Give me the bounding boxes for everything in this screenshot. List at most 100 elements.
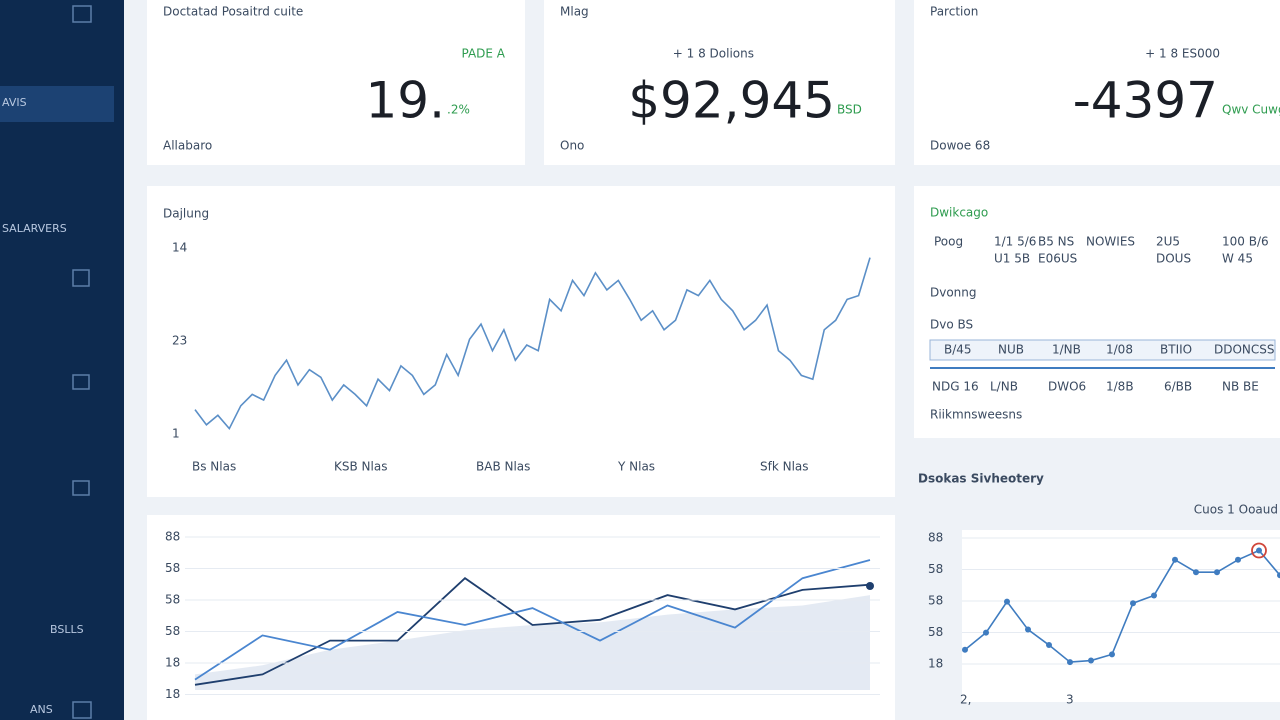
marker [983,629,989,636]
table-header: 100 B/6 [1222,235,1269,249]
strip-label: 1/08 [1106,343,1133,357]
table-cell: 1/8B [1106,380,1134,394]
kpi-title: Parction [930,5,978,19]
y-tick-label: 88 [928,531,943,545]
strip-label: DDONCSS [1214,343,1275,357]
y-tick-label: 58 [928,594,943,608]
table-cell: 6/BB [1164,380,1192,394]
end-dot [866,582,874,590]
line [194,577,871,686]
kpi-label: Allabaro [163,139,212,153]
marker [1088,657,1094,664]
y-tick-label: 88 [165,530,180,544]
kpi-value: -4397 [1073,72,1218,130]
chart-card [962,530,1280,702]
kpi-label: Ono [560,139,584,153]
icon [72,480,90,496]
line [194,257,871,431]
kpi-unit: Qwv Cuwg [1222,103,1280,117]
kpi-unit: BSD [837,103,862,117]
strip-label: BTIIO [1160,343,1192,357]
marker [1193,569,1199,576]
x-tick-label: 2, [960,693,971,707]
table-header: Poog [934,235,963,249]
kpi-unit: .2% [447,103,470,117]
marker [1025,626,1031,633]
x-tick-label: BAB Nlas [476,460,530,474]
table-cell: NDG 16 [932,380,979,394]
kpi-label: Dowoe 68 [930,139,990,153]
table-cell: U1 5B [994,252,1030,266]
chart-title: Dsokas Sivheotery [918,472,1044,486]
table-header: 1/1 5/6 [994,235,1036,249]
kpi-delta: PADE A [461,47,505,61]
y-tick-label: 18 [928,657,943,671]
nav-item[interactable]: AVIS [2,96,27,109]
strip-label: B/45 [944,343,972,357]
kpi-value: 19. [365,72,445,130]
marker [1214,569,1220,576]
kpi-card [544,0,895,165]
marker [1235,556,1241,563]
table-cell: NB BE [1222,380,1259,394]
table-cell: W 45 [1222,252,1253,266]
nav-item[interactable]: BSLLS [50,623,84,636]
icon [72,269,90,287]
x-tick-label: Sfk Nlas [760,460,809,474]
icon [72,5,92,23]
strip-label: NUB [998,343,1024,357]
chart-card [147,186,895,497]
table-header: 2U5 [1156,235,1180,249]
table-cell: E06US [1038,252,1077,266]
marker [1046,642,1052,649]
section: Dvo BS [930,318,973,332]
strip [929,339,1276,361]
y-tick-label: 58 [928,625,943,639]
panel-title: Dwikcago [930,206,988,220]
marker [1172,556,1178,563]
nav-item[interactable]: ANS [30,703,53,716]
line [964,549,1280,663]
nav-item[interactable]: SALARVERS [2,222,67,235]
highlight [1251,542,1267,559]
marker [1067,659,1073,666]
marker [1109,651,1115,658]
marker [1130,600,1136,607]
table-header: B5 NS [1038,235,1074,249]
chart-title: Dajlung [163,207,209,221]
y-tick-label: 58 [165,624,180,638]
y-tick-label: 18 [165,656,180,670]
kpi-delta: + 1 8 ES000 [1145,47,1220,61]
table-card [914,186,1280,438]
y-tick-label: 58 [928,562,943,576]
y-tick-label: 58 [165,561,180,575]
y-tick-label: 23 [172,334,187,348]
x-tick-label: Bs Nlas [192,460,236,474]
y-tick-label: 14 [172,241,187,255]
table-cell: DWO6 [1048,380,1086,394]
kpi-title: Mlag [560,5,589,19]
icon [72,374,90,390]
kpi-title: Doctatad Posaitrd cuite [163,5,303,19]
x-tick-label: KSB Nlas [334,460,387,474]
kpi-value: $92,945 [628,72,835,130]
legend: Cuos 1 Ooaud [1194,503,1278,517]
kpi-delta: + 1 8 Dolions [673,47,754,61]
marker [962,646,968,653]
table-cell: L/NB [990,380,1018,394]
y-tick-label: 1 [172,427,180,441]
table-header: NOWIES [1086,235,1135,249]
kpi-card [147,0,525,165]
area [195,595,870,690]
strip-label: 1/NB [1052,343,1081,357]
section: Dvonng [930,286,977,300]
marker [1256,547,1262,554]
y-tick-label: 58 [165,593,180,607]
panel-footer: Riikmnsweesns [930,408,1022,422]
sidebar-active[interactable] [0,86,114,122]
y-tick-label: 18 [165,687,180,701]
icon [72,701,92,719]
table-cell: DOUS [1156,252,1191,266]
x-tick-label: 3 [1066,693,1074,707]
